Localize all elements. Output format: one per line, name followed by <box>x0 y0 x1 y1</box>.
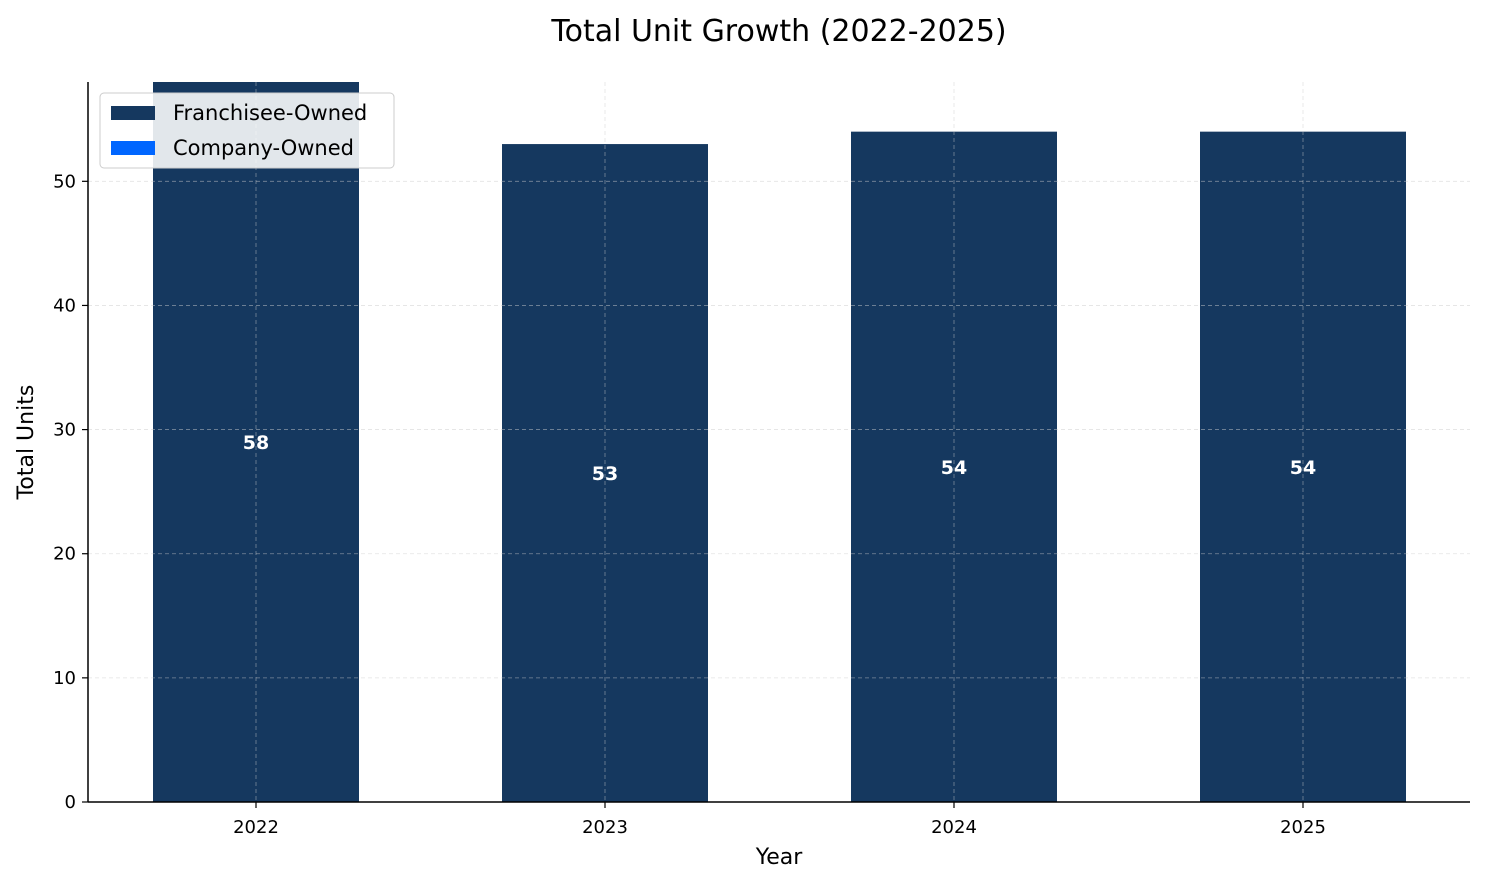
x-ticks: 2022 2023 2024 2025 <box>233 802 1326 838</box>
legend-swatch-1 <box>111 141 155 155</box>
data-label-2022: 58 <box>243 432 269 454</box>
legend: Franchisee-Owned Company-Owned <box>99 92 395 169</box>
legend-label-1: Company-Owned <box>173 136 354 160</box>
legend-label-0: Franchisee-Owned <box>173 101 367 125</box>
y-tick-label: 40 <box>53 295 76 316</box>
y-tick-label: 50 <box>53 171 76 192</box>
data-label-2025: 54 <box>1290 457 1316 479</box>
x-axis-label: Year <box>755 845 804 870</box>
y-tick-label: 20 <box>53 544 76 565</box>
y-axis-label: Total Units <box>14 385 39 501</box>
grid-lines <box>88 82 1470 802</box>
y-tick-label: 30 <box>53 420 76 441</box>
x-tick-label-2022: 2022 <box>233 817 279 838</box>
data-labels: 58 53 54 54 <box>243 432 1316 485</box>
y-ticks: 0 10 20 30 40 50 <box>53 171 88 813</box>
x-tick-label-2025: 2025 <box>1280 817 1326 838</box>
bars <box>153 82 1406 803</box>
y-tick-label: 10 <box>53 668 76 689</box>
y-tick-label: 0 <box>65 792 76 813</box>
data-label-2024: 54 <box>941 457 967 479</box>
legend-box <box>99 92 395 169</box>
x-tick-label-2024: 2024 <box>931 817 977 838</box>
chart-title: Total Unit Growth (2022-2025) <box>550 14 1006 49</box>
axes <box>87 82 1470 803</box>
data-label-2023: 53 <box>592 463 618 485</box>
x-tick-label-2023: 2023 <box>582 817 628 838</box>
legend-swatch-0 <box>111 106 155 120</box>
